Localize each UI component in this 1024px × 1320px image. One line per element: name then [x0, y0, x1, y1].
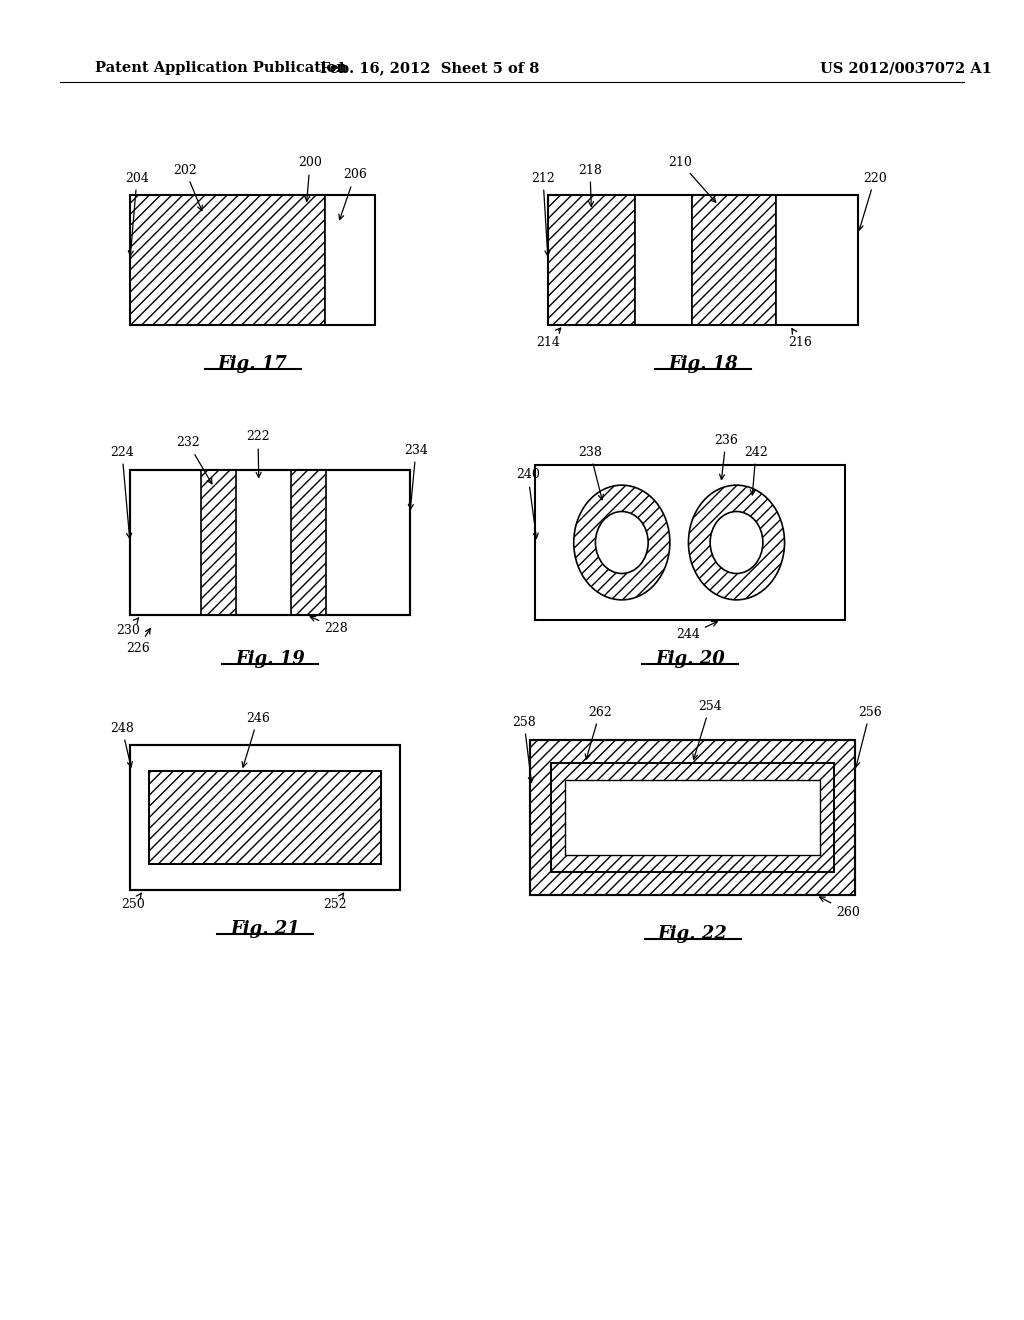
Text: 260: 260 — [819, 898, 860, 919]
Bar — [130, 470, 410, 615]
Text: 244: 244 — [676, 622, 717, 642]
Bar — [548, 195, 858, 325]
Text: 238: 238 — [579, 446, 603, 500]
Ellipse shape — [711, 511, 763, 573]
Bar — [130, 744, 400, 890]
Text: US 2012/0037072 A1: US 2012/0037072 A1 — [820, 61, 992, 75]
Bar — [635, 195, 692, 325]
Bar — [551, 763, 834, 871]
Text: 252: 252 — [324, 894, 347, 912]
Text: 246: 246 — [242, 711, 270, 767]
Text: 234: 234 — [404, 444, 428, 510]
Text: 242: 242 — [744, 446, 768, 495]
Ellipse shape — [688, 486, 784, 599]
Bar — [535, 465, 845, 620]
Text: 222: 222 — [246, 430, 269, 478]
Text: 262: 262 — [586, 705, 612, 759]
Bar — [130, 744, 400, 890]
Bar — [130, 195, 375, 325]
Text: 204: 204 — [125, 172, 148, 256]
Text: 226: 226 — [126, 628, 151, 655]
Ellipse shape — [595, 511, 648, 573]
Bar — [325, 195, 375, 325]
Text: Fig. 20: Fig. 20 — [655, 649, 725, 668]
Text: 256: 256 — [855, 705, 882, 767]
Text: Feb. 16, 2012  Sheet 5 of 8: Feb. 16, 2012 Sheet 5 of 8 — [321, 61, 540, 75]
Bar — [148, 771, 381, 863]
Text: 258: 258 — [512, 715, 536, 783]
Bar — [551, 763, 834, 871]
Bar — [291, 470, 326, 615]
Text: Patent Application Publication: Patent Application Publication — [95, 61, 347, 75]
Text: 202: 202 — [173, 164, 203, 211]
Bar — [548, 195, 635, 325]
Text: 230: 230 — [116, 618, 140, 636]
Ellipse shape — [573, 486, 670, 599]
Text: 210: 210 — [668, 156, 716, 202]
Text: 220: 220 — [858, 172, 887, 230]
Text: Fig. 21: Fig. 21 — [230, 920, 300, 939]
Text: 206: 206 — [339, 169, 367, 219]
Text: 214: 214 — [536, 329, 561, 348]
Text: 254: 254 — [693, 700, 722, 759]
Bar — [130, 470, 410, 615]
Text: 218: 218 — [579, 164, 602, 206]
Bar — [148, 771, 381, 863]
Text: 240: 240 — [516, 469, 540, 539]
Bar — [776, 195, 858, 325]
Text: 224: 224 — [111, 446, 134, 539]
Bar — [202, 470, 237, 615]
Text: 228: 228 — [310, 616, 348, 635]
Bar — [530, 741, 855, 895]
Text: 212: 212 — [531, 172, 555, 256]
Text: 200: 200 — [298, 157, 322, 201]
Bar — [565, 780, 820, 855]
Bar — [530, 741, 855, 895]
Bar — [692, 195, 776, 325]
Text: Fig. 17: Fig. 17 — [218, 355, 288, 374]
Text: Fig. 19: Fig. 19 — [236, 649, 305, 668]
Text: Fig. 22: Fig. 22 — [657, 925, 727, 942]
Text: 236: 236 — [714, 433, 738, 479]
Text: 250: 250 — [121, 894, 144, 912]
Text: 248: 248 — [110, 722, 134, 767]
Text: 232: 232 — [176, 437, 212, 484]
Text: Fig. 18: Fig. 18 — [668, 355, 738, 374]
Text: 216: 216 — [788, 329, 812, 348]
Bar — [130, 195, 325, 325]
